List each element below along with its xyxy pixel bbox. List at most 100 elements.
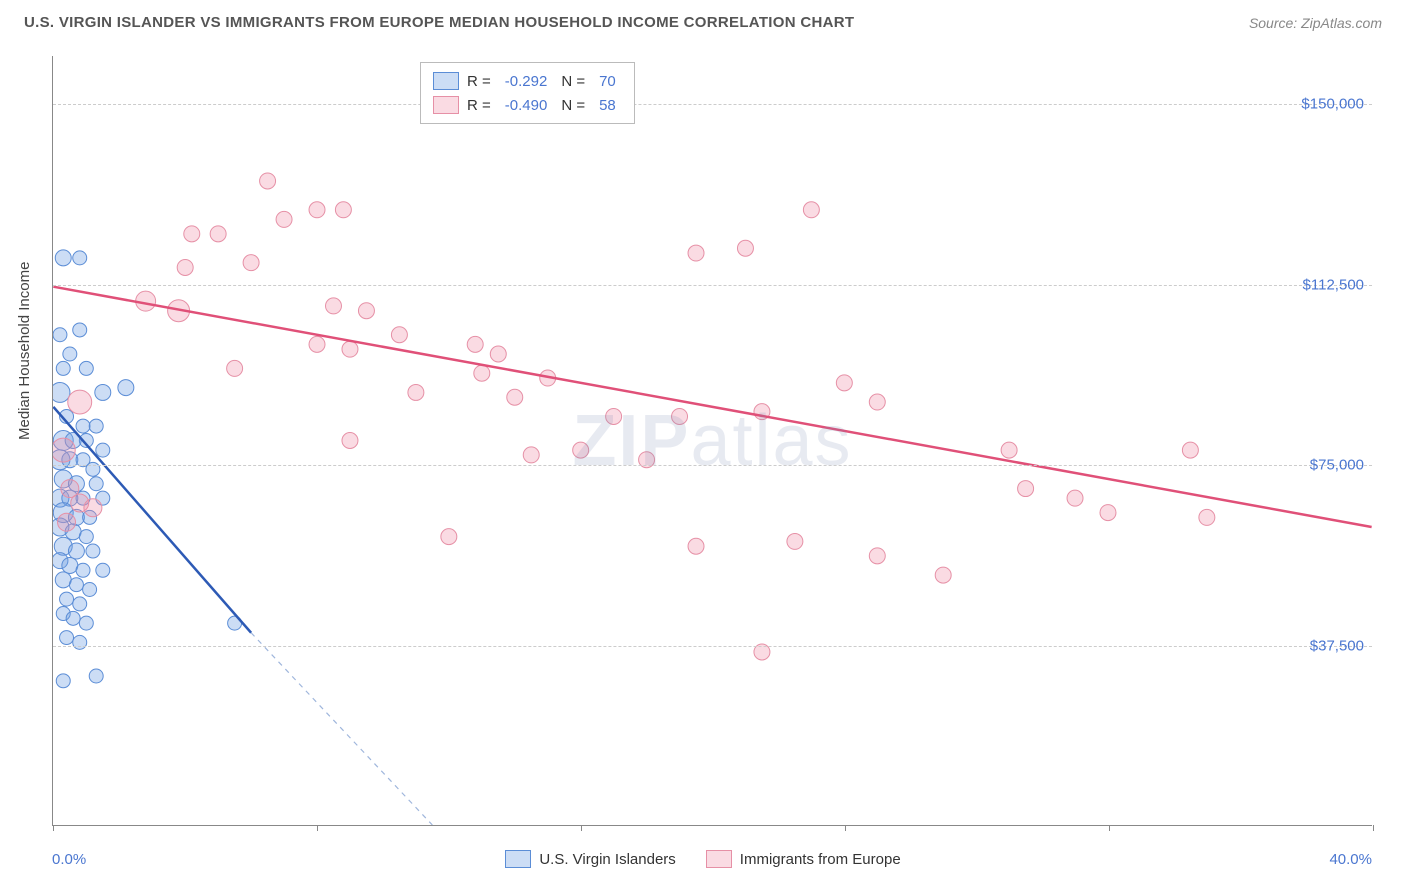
scatter-point-usvi: [73, 251, 87, 265]
scatter-point-usvi: [73, 597, 87, 611]
x-tick: [1109, 825, 1110, 831]
y-tick-label: $75,000: [1310, 457, 1364, 474]
x-axis-max-label: 40.0%: [1329, 851, 1372, 868]
scatter-point-usvi: [53, 382, 70, 402]
scatter-point-europe: [467, 336, 483, 352]
scatter-point-europe: [507, 389, 523, 405]
legend-label-usvi: U.S. Virgin Islanders: [539, 851, 675, 868]
scatter-point-usvi: [96, 443, 110, 457]
scatter-point-usvi: [79, 530, 93, 544]
scatter-point-europe: [58, 513, 76, 531]
scatter-point-europe: [441, 529, 457, 545]
y-tick-label: $112,500: [1303, 276, 1364, 293]
x-tick: [317, 825, 318, 831]
scatter-point-usvi: [118, 380, 134, 396]
legend-swatch-europe: [433, 96, 459, 114]
scatter-point-europe: [688, 538, 704, 554]
y-tick-label: $37,500: [1310, 637, 1364, 654]
scatter-point-usvi: [89, 419, 103, 433]
legend-swatch-usvi-icon: [505, 850, 531, 868]
scatter-point-usvi: [89, 477, 103, 491]
scatter-point-europe: [276, 211, 292, 227]
scatter-point-europe: [1001, 442, 1017, 458]
y-axis-label: Median Household Income: [16, 262, 33, 440]
scatter-point-usvi: [73, 635, 87, 649]
scatter-point-usvi: [83, 583, 97, 597]
scatter-point-europe: [869, 394, 885, 410]
scatter-point-usvi: [66, 611, 80, 625]
scatter-point-usvi: [62, 557, 78, 573]
legend-label-europe: Immigrants from Europe: [740, 851, 901, 868]
trend-line-dash-usvi: [251, 633, 432, 825]
scatter-point-europe: [408, 384, 424, 400]
scatter-point-europe: [935, 567, 951, 583]
scatter-point-europe: [358, 303, 374, 319]
scatter-point-usvi: [55, 250, 71, 266]
scatter-point-europe: [490, 346, 506, 362]
legend-swatch-usvi: [433, 72, 459, 90]
scatter-point-europe: [688, 245, 704, 261]
scatter-point-usvi: [63, 347, 77, 361]
scatter-point-europe: [1018, 481, 1034, 497]
scatter-point-usvi: [76, 419, 90, 433]
scatter-point-usvi: [56, 674, 70, 688]
legend-item-usvi: U.S. Virgin Islanders: [505, 850, 675, 868]
scatter-point-usvi: [76, 563, 90, 577]
scatter-point-europe: [342, 433, 358, 449]
scatter-point-europe: [573, 442, 589, 458]
scatter-point-europe: [53, 438, 75, 462]
gridline: [53, 646, 1372, 647]
r-label: R =: [467, 97, 491, 114]
scatter-svg: [53, 56, 1372, 825]
scatter-point-europe: [787, 533, 803, 549]
legend-correlation-box: R = -0.292 N = 70 R = -0.490 N = 58: [420, 62, 635, 124]
scatter-point-europe: [177, 259, 193, 275]
chart-plot-area: ZIPatlas $37,500$75,000$112,500$150,000: [52, 56, 1372, 826]
legend-series: U.S. Virgin Islanders Immigrants from Eu…: [0, 850, 1406, 868]
scatter-point-usvi: [55, 572, 71, 588]
scatter-point-europe: [737, 240, 753, 256]
scatter-point-europe: [309, 336, 325, 352]
x-tick: [581, 825, 582, 831]
scatter-point-europe: [184, 226, 200, 242]
scatter-point-usvi: [95, 384, 111, 400]
scatter-point-europe: [335, 202, 351, 218]
scatter-point-europe: [672, 408, 688, 424]
x-axis-min-label: 0.0%: [52, 851, 86, 868]
scatter-point-europe: [523, 447, 539, 463]
scatter-point-usvi: [60, 592, 74, 606]
scatter-point-europe: [803, 202, 819, 218]
legend-row-usvi: R = -0.292 N = 70: [433, 69, 622, 93]
scatter-point-europe: [243, 255, 259, 271]
x-tick: [53, 825, 54, 831]
x-tick: [845, 825, 846, 831]
chart-title: U.S. VIRGIN ISLANDER VS IMMIGRANTS FROM …: [24, 14, 854, 31]
scatter-point-usvi: [86, 544, 100, 558]
scatter-point-europe: [606, 408, 622, 424]
gridline: [53, 104, 1372, 105]
scatter-point-europe: [309, 202, 325, 218]
scatter-point-usvi: [89, 669, 103, 683]
scatter-point-usvi: [79, 361, 93, 375]
scatter-point-usvi: [73, 323, 87, 337]
legend-item-europe: Immigrants from Europe: [706, 850, 901, 868]
scatter-point-europe: [326, 298, 342, 314]
scatter-point-europe: [1199, 509, 1215, 525]
scatter-point-europe: [68, 390, 92, 414]
n-label: N =: [561, 97, 585, 114]
gridline: [53, 285, 1372, 286]
scatter-point-usvi: [53, 328, 67, 342]
n-value-usvi: 70: [599, 73, 616, 90]
scatter-point-usvi: [79, 616, 93, 630]
trend-line-europe: [53, 287, 1371, 527]
n-label: N =: [561, 73, 585, 90]
scatter-point-usvi: [56, 361, 70, 375]
r-label: R =: [467, 73, 491, 90]
y-tick-label: $150,000: [1301, 96, 1364, 113]
scatter-point-usvi: [69, 578, 83, 592]
scatter-point-europe: [227, 360, 243, 376]
n-value-europe: 58: [599, 97, 616, 114]
gridline: [53, 465, 1372, 466]
scatter-point-europe: [84, 499, 102, 517]
x-tick: [1373, 825, 1374, 831]
